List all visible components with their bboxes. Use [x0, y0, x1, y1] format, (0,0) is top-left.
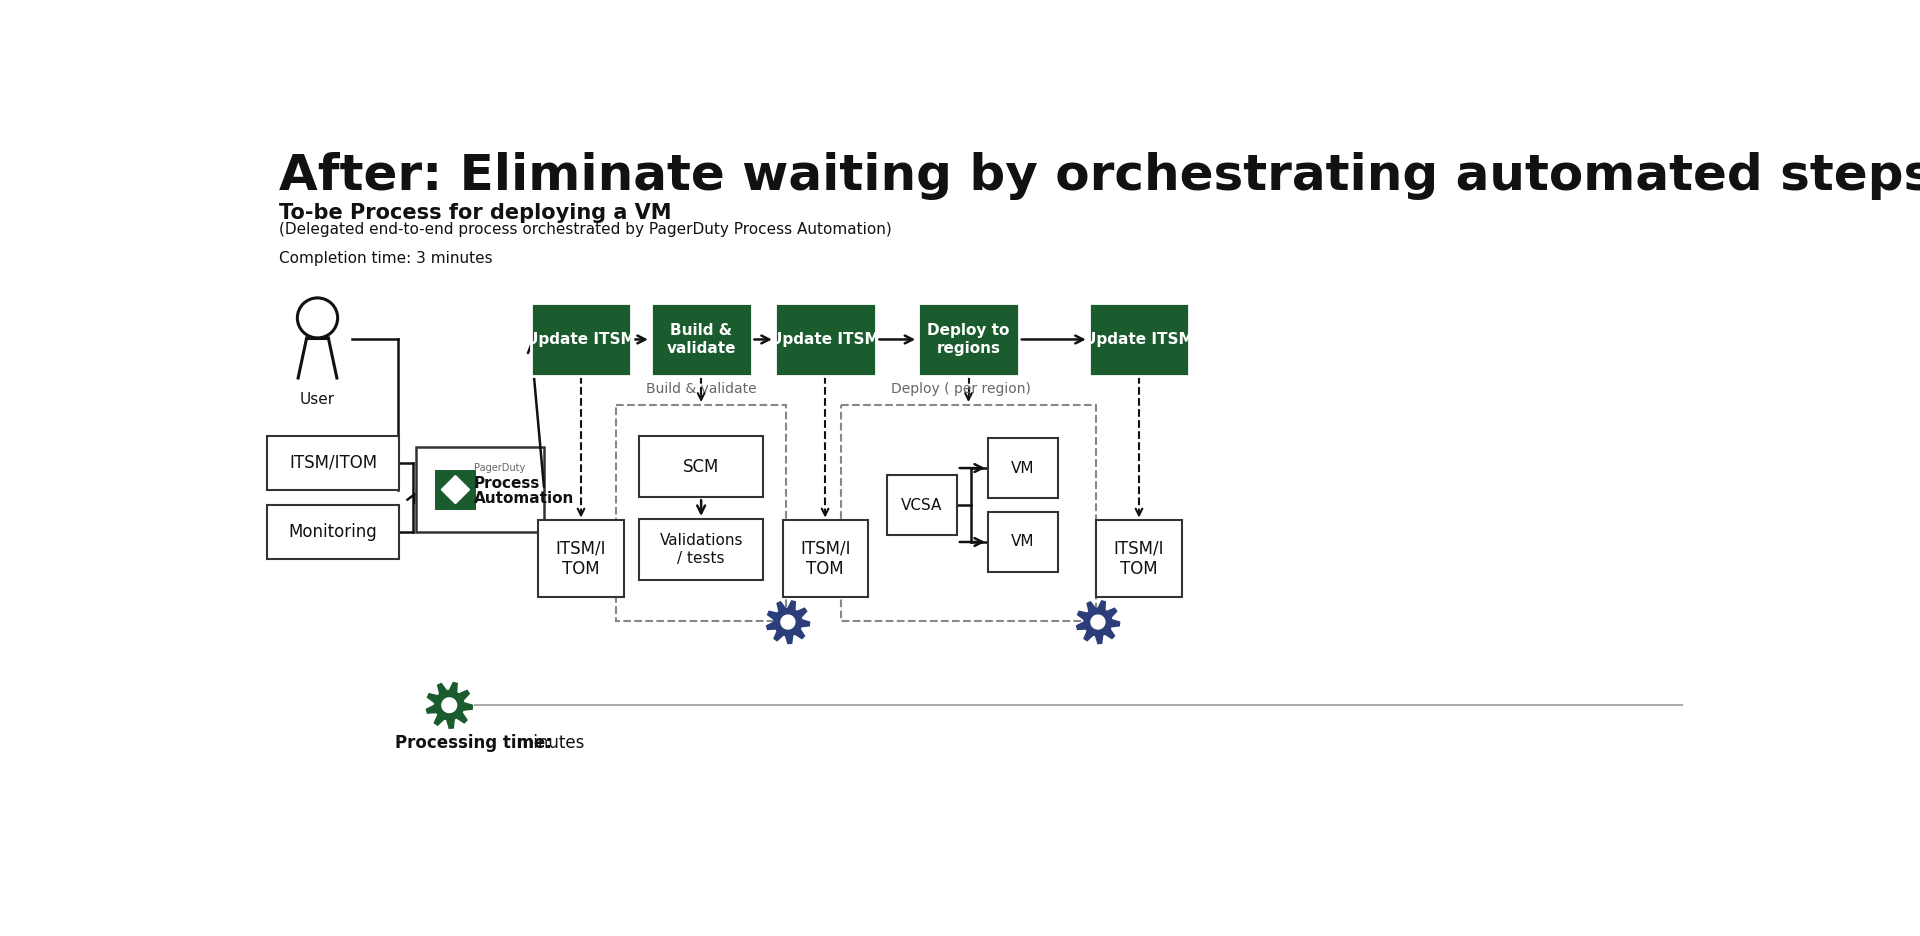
Polygon shape	[1091, 615, 1104, 629]
Text: Process: Process	[474, 476, 540, 491]
Text: Update ITSM: Update ITSM	[526, 332, 636, 347]
Text: ITSM/ITOM: ITSM/ITOM	[288, 454, 376, 472]
Text: Automation: Automation	[474, 491, 574, 506]
FancyBboxPatch shape	[1096, 520, 1181, 597]
FancyBboxPatch shape	[530, 303, 632, 376]
FancyBboxPatch shape	[538, 520, 624, 597]
Text: Update ITSM: Update ITSM	[770, 332, 879, 347]
Text: minutes: minutes	[518, 735, 586, 753]
FancyBboxPatch shape	[887, 475, 956, 535]
Polygon shape	[781, 615, 795, 629]
FancyBboxPatch shape	[267, 436, 399, 490]
Text: VM: VM	[1012, 461, 1035, 475]
FancyBboxPatch shape	[989, 438, 1058, 498]
Text: VCSA: VCSA	[900, 498, 943, 513]
Text: PagerDuty: PagerDuty	[474, 463, 526, 473]
FancyBboxPatch shape	[436, 470, 476, 509]
Polygon shape	[426, 682, 472, 728]
Text: Build & validate: Build & validate	[645, 382, 756, 396]
Polygon shape	[766, 601, 810, 644]
Text: Validations
/ tests: Validations / tests	[659, 534, 743, 566]
Text: ITSM/I
TOM: ITSM/I TOM	[1114, 539, 1164, 578]
Text: ITSM/I
TOM: ITSM/I TOM	[555, 539, 607, 578]
FancyBboxPatch shape	[267, 505, 399, 559]
FancyBboxPatch shape	[639, 519, 762, 580]
Text: Deploy to
regions: Deploy to regions	[927, 323, 1010, 356]
Text: User: User	[300, 392, 336, 407]
FancyBboxPatch shape	[776, 303, 876, 376]
Text: After: Eliminate waiting by orchestrating automated steps: After: Eliminate waiting by orchestratin…	[278, 153, 1920, 200]
FancyBboxPatch shape	[1089, 303, 1188, 376]
Text: Processing time:: Processing time:	[396, 735, 551, 753]
Text: Build &
validate: Build & validate	[666, 323, 735, 356]
FancyBboxPatch shape	[918, 303, 1020, 376]
Text: Update ITSM: Update ITSM	[1085, 332, 1194, 347]
FancyBboxPatch shape	[651, 303, 751, 376]
FancyBboxPatch shape	[639, 436, 762, 497]
FancyBboxPatch shape	[417, 447, 543, 532]
Text: Completion time: 3 minutes: Completion time: 3 minutes	[278, 251, 492, 266]
Polygon shape	[1077, 601, 1119, 644]
Text: VM: VM	[1012, 534, 1035, 549]
FancyBboxPatch shape	[989, 512, 1058, 572]
Text: Deploy ( per region): Deploy ( per region)	[891, 382, 1031, 396]
Text: (Delegated end-to-end process orchestrated by PagerDuty Process Automation): (Delegated end-to-end process orchestrat…	[278, 222, 891, 237]
Text: SCM: SCM	[684, 458, 720, 475]
FancyBboxPatch shape	[783, 520, 868, 597]
Text: Monitoring: Monitoring	[288, 523, 378, 541]
Text: ITSM/I
TOM: ITSM/I TOM	[801, 539, 851, 578]
Polygon shape	[442, 475, 470, 504]
Polygon shape	[442, 698, 457, 712]
Text: To-be Process for deploying a VM: To-be Process for deploying a VM	[278, 203, 672, 223]
